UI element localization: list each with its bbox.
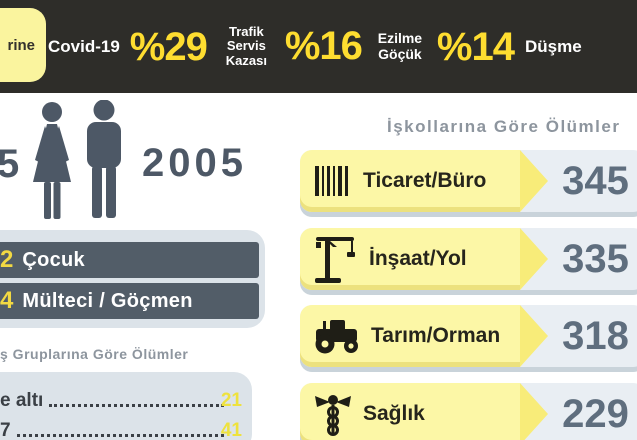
sector-tag: Sağlık	[300, 383, 520, 440]
demographic-row-cocuk: 2 Çocuk	[0, 242, 259, 278]
crane-icon	[313, 234, 359, 284]
age-value: 21	[220, 390, 242, 411]
age-row: 7 41	[0, 415, 242, 440]
sector-value: 229	[562, 392, 629, 436]
demographic-row-multeci: 4 Mülteci / Göçmen	[0, 283, 259, 319]
male-count: 2005	[142, 141, 247, 185]
sector-label: Ticaret/Büro	[363, 169, 487, 192]
causes-badge: rine	[0, 8, 46, 82]
cause-stat-value: %16	[284, 24, 363, 69]
sector-tag: Ticaret/Büro	[300, 150, 520, 212]
barcode-icon	[313, 164, 353, 198]
age-section-heading: ş Gruplarına Göre Ölümler	[0, 346, 189, 362]
sector-label: İnşaat/Yol	[369, 247, 467, 270]
dotted-leader	[16, 434, 224, 437]
cause-stat: Covid-19 %29	[48, 24, 208, 69]
demographic-label: Çocuk	[22, 248, 85, 271]
sector-tag: İnşaat/Yol	[300, 228, 520, 290]
cause-stat-label: Covid-19	[48, 36, 120, 56]
sector-value: 345	[562, 159, 629, 203]
cause-stat-value: %14	[436, 24, 515, 69]
tractor-icon	[313, 319, 361, 354]
cause-stat: Düşme	[525, 37, 592, 57]
sector-value: 335	[562, 237, 629, 281]
demographic-label: Mülteci / Göçmen	[22, 289, 193, 312]
cause-stat-value: %29	[129, 24, 208, 69]
sector-tag: Tarım/Orman	[300, 305, 520, 367]
demographics-panel: 2 Çocuk 4 Mülteci / Göçmen	[0, 230, 265, 328]
dotted-leader	[49, 404, 224, 407]
cause-stat-label: Düşme	[524, 36, 582, 56]
sector-row-tarim: Tarım/Orman 318	[300, 305, 637, 372]
sector-label: Tarım/Orman	[371, 324, 501, 347]
caduceus-icon	[313, 391, 353, 437]
female-count-fragment: 5	[0, 142, 20, 186]
sector-value: 318	[562, 314, 629, 358]
sectors-heading: İşkollarına Göre Ölümler	[387, 117, 621, 136]
male-icon	[80, 99, 128, 225]
cause-stats: Covid-19 %29 Trafik Servis Kazası %16 Ez…	[48, 0, 592, 93]
causes-badge-fragment: rine	[7, 36, 35, 54]
age-panel: e altı 21 7 41	[0, 372, 252, 440]
sector-label: Sağlık	[363, 402, 425, 425]
age-row: e altı 21	[0, 385, 242, 410]
age-value: 41	[220, 420, 242, 440]
sector-row-ticaret: Ticaret/Büro 345	[300, 150, 637, 217]
cause-stat-label: Ezilme Göçük	[377, 29, 423, 62]
cause-stat-label: Trafik Servis Kazası	[225, 23, 267, 68]
age-label-fragment: 7	[0, 420, 11, 440]
sector-row-saglik: Sağlık 229	[300, 383, 637, 440]
cause-stat: Ezilme Göçük %14	[373, 24, 515, 69]
demographic-count-fragment: 2	[0, 246, 14, 273]
female-icon	[27, 102, 77, 225]
causes-topbar: rine Covid-19 %29 Trafik Servis Kazası %…	[0, 0, 637, 93]
age-label-fragment: e altı	[0, 390, 44, 411]
sector-row-insaat: İnşaat/Yol 335	[300, 228, 637, 295]
demographic-count-fragment: 4	[0, 287, 14, 314]
cause-stat: Trafik Servis Kazası %16	[218, 23, 363, 69]
